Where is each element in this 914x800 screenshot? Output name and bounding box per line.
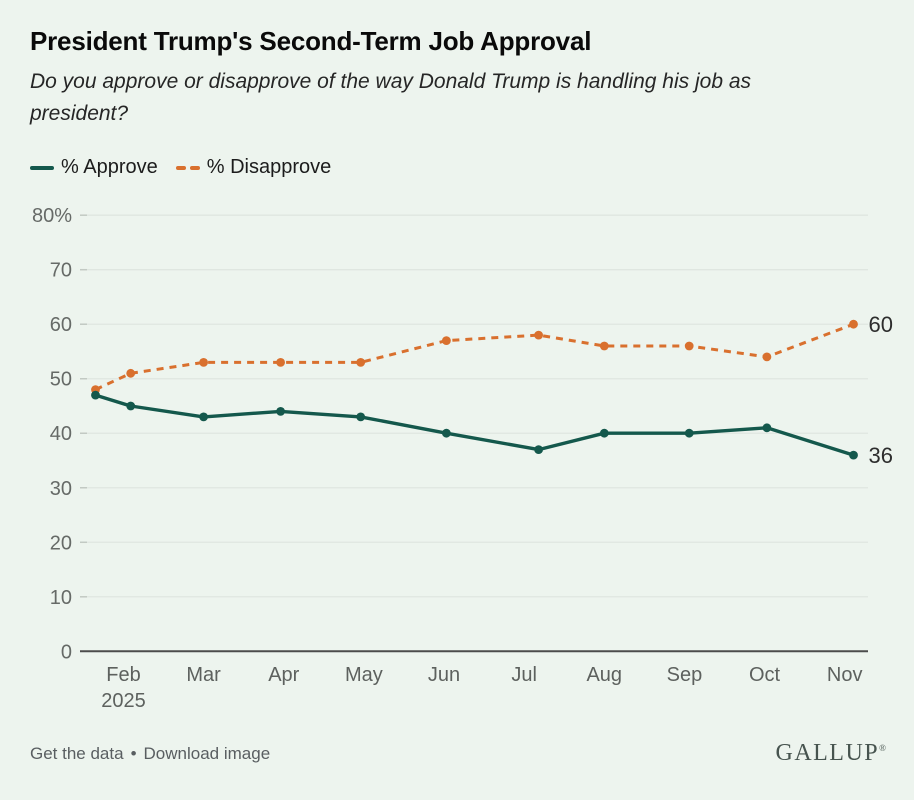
x-axis-labels: Feb 2025 Mar Apr May Jun Jul Aug Sep Oct Nov <box>101 664 862 712</box>
disapprove-data-point <box>684 341 694 351</box>
x-tick-label: Sep <box>667 664 703 686</box>
y-tick-label: 60 <box>50 314 72 336</box>
x-tick-label: Mar <box>186 664 221 686</box>
disapprove-line <box>94 322 855 391</box>
disapprove-data-point <box>276 358 285 367</box>
download-image-link[interactable]: Download image <box>143 744 271 763</box>
y-tick-label: 80% <box>32 205 72 227</box>
disapprove-data-point <box>356 358 366 367</box>
get-the-data-link[interactable]: Get the data <box>30 744 124 763</box>
x-tick-label: Nov <box>827 664 863 686</box>
page-title: President Trump's Second-Term Job Approv… <box>30 26 592 56</box>
gridlines <box>80 214 868 653</box>
x-tick-label: Jun <box>428 664 460 686</box>
x-tick-label: Aug <box>586 664 622 686</box>
disapprove-data-point <box>534 330 543 340</box>
y-tick-label: 20 <box>50 532 72 554</box>
x-tick-label: May <box>345 664 383 686</box>
y-tick-label: 10 <box>50 587 72 609</box>
y-tick-label: 40 <box>50 423 72 445</box>
disapprove-data-point <box>762 352 772 362</box>
approve-data-point <box>849 450 858 460</box>
x-axis-year-label: 2025 <box>101 690 146 712</box>
x-tick-label: Oct <box>749 664 781 686</box>
approve-line <box>94 393 855 457</box>
approve-series: 36 <box>91 390 893 468</box>
approve-data-point <box>684 428 694 438</box>
chart-legend: % Approve % Disapprove <box>30 156 331 179</box>
x-tick-label: Jul <box>511 664 537 686</box>
x-tick-label: Apr <box>268 664 299 686</box>
approve-data-point <box>199 412 209 422</box>
legend-item-disapprove: % Disapprove <box>175 156 332 179</box>
disapprove-end-value-label: 60 <box>868 312 892 337</box>
disapprove-data-point <box>199 358 209 367</box>
approve-data-point <box>356 412 366 422</box>
approve-data-point <box>276 407 285 416</box>
chart-subtitle-question: Do you approve or disapprove of the way … <box>30 70 752 125</box>
y-tick-label: 50 <box>50 369 72 391</box>
approve-data-point <box>91 390 100 400</box>
disapprove-line-swatch <box>175 165 200 170</box>
disapprove-data-point <box>849 319 858 329</box>
y-axis-labels: 0 10 20 30 40 50 60 70 80% <box>32 205 72 663</box>
gallup-logo: GALLUP® <box>775 740 886 766</box>
approve-data-point <box>126 401 136 411</box>
disapprove-legend-label: % Disapprove <box>206 156 332 178</box>
y-tick-label: 70 <box>50 260 72 282</box>
approve-data-point <box>762 423 772 433</box>
approve-data-point <box>534 445 543 454</box>
y-tick-label: 30 <box>50 478 72 500</box>
x-tick-label: Feb <box>106 664 140 686</box>
approve-end-value-label: 36 <box>868 443 892 468</box>
approve-line-swatch <box>30 165 54 170</box>
approve-legend-label: % Approve <box>61 156 158 178</box>
approve-data-point <box>442 428 451 438</box>
registered-trademark-icon: ® <box>879 743 886 753</box>
footer-links: Get the data • Download image <box>30 744 270 764</box>
footer-separator: • <box>130 744 137 763</box>
disapprove-data-point <box>442 336 451 345</box>
disapprove-data-point <box>599 341 609 351</box>
y-tick-label: 0 <box>61 641 72 663</box>
legend-item-approve: % Approve <box>30 156 158 179</box>
disapprove-data-point <box>126 368 136 378</box>
approve-data-point <box>599 428 609 438</box>
